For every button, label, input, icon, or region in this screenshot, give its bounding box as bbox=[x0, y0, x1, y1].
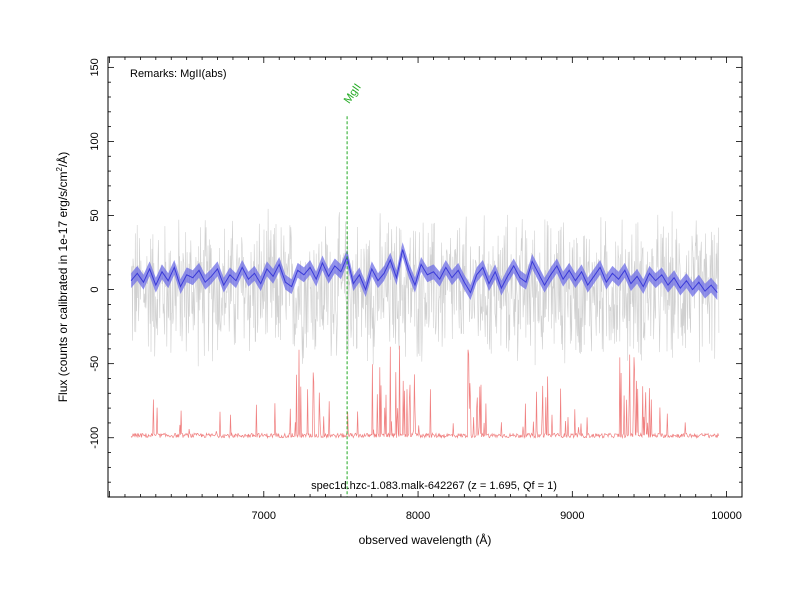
y-tick-label: 100 bbox=[89, 132, 101, 150]
plot-frame bbox=[107, 56, 743, 498]
sky-spectrum-series bbox=[130, 345, 719, 440]
y-tick-label: 150 bbox=[89, 58, 101, 76]
x-tick-label: 7000 bbox=[252, 510, 276, 522]
error-band-area bbox=[131, 242, 718, 300]
smoothed-spectrum-series bbox=[130, 249, 718, 294]
y-tick-label: 0 bbox=[89, 287, 101, 293]
x-tick-label: 9000 bbox=[560, 510, 584, 522]
x-axis-label: observed wavelength (Å) bbox=[359, 532, 492, 547]
remarks-label: Remarks: MgII(abs) bbox=[130, 68, 227, 80]
smoothed-error-band bbox=[131, 242, 718, 300]
spectrum-caption: spec1d.hzc-1.083.malk-642267 (z = 1.695,… bbox=[311, 480, 557, 492]
y-axis-label-main: Flux (counts or calibrated in 1e-17 erg/… bbox=[56, 172, 70, 403]
axis-ticks: 7000 8000 9000 10000 -100 -50 0 50 100 150 bbox=[89, 57, 743, 522]
y-axis-label: Flux (counts or calibrated in 1e-17 erg/… bbox=[55, 152, 70, 403]
y-tick-label: -100 bbox=[89, 427, 101, 449]
y-tick-label: 50 bbox=[89, 209, 101, 221]
sky-spectrum-line bbox=[130, 345, 719, 440]
y-axis-label-end: /Å) bbox=[55, 152, 70, 167]
y-tick-label: -50 bbox=[89, 356, 101, 372]
smoothed-spectrum-line bbox=[130, 249, 718, 294]
y-axis-label-superscript: 2 bbox=[55, 167, 64, 172]
x-tick-label: 8000 bbox=[406, 510, 430, 522]
x-tick-label: 10000 bbox=[711, 510, 742, 522]
